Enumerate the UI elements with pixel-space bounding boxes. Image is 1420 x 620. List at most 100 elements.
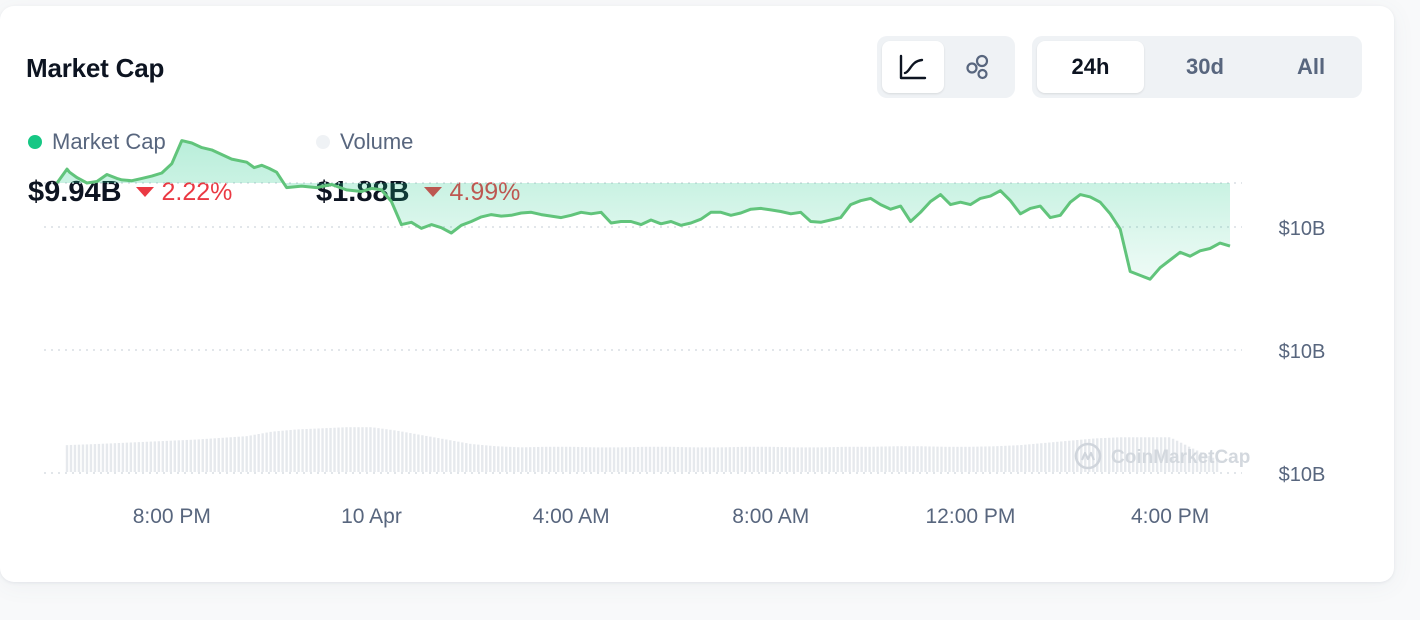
volume-bar: [1203, 454, 1207, 472]
volume-bar: [525, 447, 528, 472]
volume-bar: [692, 447, 696, 472]
volume-bar: [840, 446, 843, 472]
volume-bar: [505, 446, 508, 472]
volume-bar: [217, 438, 220, 472]
volume-bar: [572, 446, 576, 472]
volume-bar: [1104, 437, 1107, 472]
legend-label-market-cap: Market Cap: [52, 129, 166, 154]
volume-bar: [97, 443, 101, 472]
volume-bar: [109, 443, 113, 472]
volume-bar: [253, 434, 256, 472]
x-tick-label: 10 Apr: [341, 505, 402, 528]
volume-bar: [916, 446, 919, 472]
tab-all[interactable]: All: [1296, 54, 1326, 79]
legend-label-volume: Volume: [340, 129, 414, 154]
volume-bar: [644, 446, 648, 472]
volume-bar: [353, 427, 356, 472]
volume-bar: [405, 432, 408, 472]
volume-bar: [884, 446, 887, 472]
market-cap-line-up[interactable]: [55, 139, 1231, 281]
volume-bar: [289, 429, 292, 472]
x-tick-label: 12:00 PM: [926, 505, 1016, 528]
volume-bar: [321, 428, 324, 472]
volume-bar: [776, 446, 779, 472]
volume-bar: [249, 435, 252, 472]
volume-bar: [157, 441, 161, 472]
volume-bar: [213, 438, 216, 472]
volume-bar: [1028, 444, 1031, 472]
volume-bar: [760, 446, 764, 472]
volume-bar: [341, 427, 344, 472]
volume-bar: [513, 447, 516, 472]
volume-bar: [77, 444, 81, 472]
market-cap-chart[interactable]: CoinMarketCap $10B $10B $10B 8:00 PM 10 Apr…: [0, 6, 1394, 582]
volume-bar: [624, 447, 628, 472]
volume-bar: [696, 447, 700, 472]
x-tick-label: 4:00 PM: [1131, 505, 1209, 528]
volume-bar: [748, 446, 752, 472]
tab-24h[interactable]: 24h: [1037, 41, 1144, 93]
volume-bar: [1108, 437, 1111, 472]
volume-bar: [69, 444, 73, 472]
legend-volume[interactable]: Volume: [316, 128, 413, 156]
volume-bar: [1048, 442, 1051, 472]
volume-bar: [101, 443, 105, 472]
volume-bar: [273, 431, 276, 472]
volume-bar: [632, 447, 636, 472]
volume-bar: [1123, 437, 1127, 472]
volume-bar: [1135, 437, 1139, 472]
volume-bar: [608, 447, 612, 472]
volume-bar: [864, 446, 867, 472]
legend-market-cap[interactable]: Market Cap: [28, 128, 166, 156]
volume-bar: [576, 446, 580, 472]
volume-bar: [912, 446, 915, 472]
volume-bar: [560, 446, 564, 472]
volume-bar: [908, 446, 911, 472]
volume-bar: [952, 446, 955, 472]
tab-30d[interactable]: 30d: [1186, 54, 1224, 79]
volume-bar: [808, 447, 811, 472]
volume-bar: [1199, 452, 1203, 472]
volume-bar: [173, 440, 176, 472]
watermark-text: CoinMarketCap: [1111, 447, 1250, 468]
volume-bar: [756, 446, 760, 472]
volume-bar: [165, 440, 169, 472]
volume-bar: [1008, 445, 1011, 472]
volume-bar: [385, 429, 388, 472]
volume-bar: [1183, 444, 1187, 472]
volume-bar: [149, 441, 153, 472]
line-chart-button[interactable]: [882, 41, 944, 93]
volume-bar: [1072, 440, 1075, 472]
volume-bar: [664, 446, 668, 472]
volume-bar: [1211, 457, 1215, 472]
volume-bar: [924, 446, 927, 472]
volume-bar: [429, 436, 432, 472]
volume-bar: [872, 446, 875, 472]
volume-bar: [141, 441, 145, 472]
volume-bar: [636, 446, 640, 472]
volume-bar: [1151, 437, 1155, 472]
volume-bar: [1159, 437, 1163, 472]
volume-bar: [804, 447, 807, 472]
volume-bar: [493, 446, 496, 472]
volume-bar: [724, 447, 728, 472]
volume-bar: [453, 440, 456, 472]
multi-chart-button[interactable]: [947, 41, 1009, 93]
volume-bar: [544, 446, 548, 472]
chart-type-toggle: [877, 36, 1015, 98]
volume-bar: [517, 447, 520, 472]
volume-bar: [612, 447, 616, 472]
volume-bar: [744, 446, 748, 472]
volume-bar: [181, 440, 184, 472]
volume-bar: [1032, 443, 1035, 472]
volume-bar: [588, 447, 592, 472]
volume-bar: [377, 428, 380, 472]
volume-bar: [85, 444, 89, 472]
volume-bar: [1052, 442, 1055, 472]
volume-bar: [89, 444, 93, 472]
volume-bar: [1092, 438, 1095, 472]
volume-bar: [712, 447, 716, 472]
volume-bar: [349, 427, 352, 472]
volume-bar: [920, 446, 923, 472]
volume-bar: [245, 436, 248, 472]
